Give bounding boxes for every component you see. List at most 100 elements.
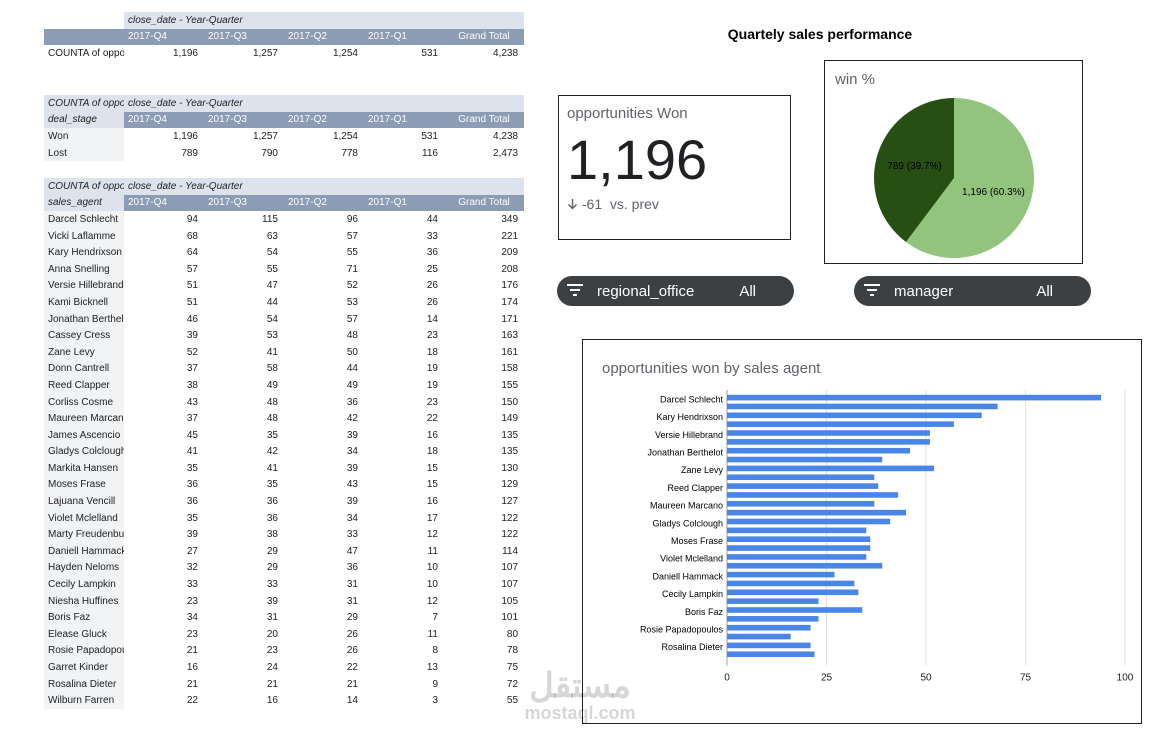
bar[interactable] [727, 501, 875, 507]
cell: 36 [186, 496, 198, 508]
bar-chart-card[interactable]: 0 25 50 75 100 Darcel Schlecht Kary Hendrixson… [582, 339, 1142, 724]
bar[interactable] [727, 430, 930, 436]
bar[interactable] [727, 607, 863, 613]
cell: 57 [346, 313, 358, 325]
table-row: Maureen Marcan 37 48 42 22 149 [44, 410, 524, 427]
bar[interactable] [727, 545, 871, 551]
bar[interactable] [727, 571, 835, 578]
cell: 72 [506, 678, 519, 690]
cell: 9 [432, 678, 438, 690]
x-tick-label: 0 [724, 673, 730, 684]
bar[interactable] [727, 527, 867, 534]
bar[interactable] [727, 403, 998, 410]
bar[interactable] [727, 394, 1102, 401]
cell: 44 [346, 363, 358, 375]
cell: 23 [426, 396, 438, 408]
row-label: Moses Frase [44, 476, 124, 494]
grand-total-header: Grand Total [444, 194, 525, 212]
bar[interactable] [727, 509, 907, 516]
arrow-down-icon [567, 196, 582, 212]
cell: 39 [266, 595, 278, 607]
bar[interactable] [727, 456, 883, 463]
table-row: Moses Frase 36 35 43 15 129 [44, 476, 524, 494]
pivot-header-row: close_date - Year-Quarter [44, 12, 525, 29]
bar[interactable] [727, 642, 811, 649]
filter-manager[interactable]: manager All [854, 276, 1091, 306]
cell: 18 [426, 446, 438, 458]
bar[interactable] [727, 562, 883, 569]
bar[interactable] [727, 492, 899, 498]
scorecard-opportunities-won[interactable]: opportunities Won 1,196 -61 vs. prev [558, 95, 791, 240]
cell: 16 [186, 662, 198, 674]
cell: 21 [186, 645, 198, 657]
category-label: Cecily Lampkin [662, 589, 723, 599]
bar[interactable] [727, 651, 815, 658]
bar[interactable] [727, 421, 954, 427]
cell: 1,254 [332, 130, 358, 142]
bar[interactable] [727, 598, 819, 604]
bar[interactable] [727, 412, 982, 419]
pie-chart-card[interactable]: 1,196 (60.3%) 789 (39.7%) win % [824, 60, 1083, 264]
pivot-col-field: close_date - Year-Quarter [124, 95, 525, 112]
bar[interactable] [727, 518, 891, 525]
cell: 4,238 [493, 47, 519, 59]
bar[interactable] [727, 439, 930, 445]
cell: 37 [186, 363, 198, 375]
cell: 221 [501, 230, 519, 242]
filter-regional-office[interactable]: regional_office All [557, 276, 794, 306]
row-label: Reed Clapper [44, 377, 124, 394]
cell: 209 [501, 247, 519, 259]
pie-slice[interactable] [905, 98, 1034, 258]
row-label: Won [44, 128, 124, 145]
quarter-header: 2017-Q4 [124, 28, 204, 46]
cell: 45 [186, 429, 198, 441]
bar-chart: 0 25 50 75 100 Darcel Schlecht Kary Hendrixson… [640, 390, 1134, 684]
cell: 135 [501, 429, 519, 441]
cell: 39 [346, 429, 358, 441]
cell: 26 [346, 645, 358, 657]
bar[interactable] [727, 589, 859, 596]
cell: 150 [501, 396, 519, 408]
pivot-quarter-row: sales_agent 2017-Q4 2017-Q3 2017-Q2 2017… [44, 194, 525, 212]
bar[interactable] [727, 580, 855, 587]
bar[interactable] [727, 633, 791, 640]
table-row: Gladys Colclough 41 42 34 18 135 [44, 443, 524, 461]
pie-chart: 1,196 (60.3%) 789 (39.7%) [874, 98, 1034, 258]
bar[interactable] [727, 474, 875, 481]
cell: 10 [426, 579, 438, 591]
cell: 29 [266, 562, 278, 574]
table-row: Anna Snelling 57 55 71 25 208 [44, 260, 524, 278]
category-label: Rosalina Dieter [661, 642, 723, 652]
cell: 158 [501, 363, 519, 375]
cell: 21 [346, 678, 358, 690]
category-label: Boris Faz [685, 607, 724, 617]
cell: 11 [427, 545, 438, 557]
bar[interactable] [727, 447, 911, 454]
pie-slice[interactable] [874, 98, 954, 242]
bar[interactable] [727, 483, 879, 489]
cell: 78 [506, 645, 519, 657]
bar[interactable] [727, 465, 934, 472]
cell: 39 [186, 330, 198, 342]
table-row: Lost 789 790 778 116 2,473 [44, 144, 524, 162]
pivot-quarter-row: 2017-Q4 2017-Q3 2017-Q2 2017-Q1 Grand To… [44, 28, 525, 46]
category-label: Darcel Schlecht [660, 394, 724, 404]
bar[interactable] [727, 554, 867, 560]
table-row: Darcel Schlecht 94 115 96 44 349 [44, 211, 524, 228]
cell: 18 [426, 346, 438, 358]
cell: 36 [266, 496, 278, 508]
cell: 107 [501, 579, 519, 591]
cell: 42 [266, 446, 278, 458]
bar[interactable] [727, 536, 871, 542]
cell: 22 [346, 662, 358, 674]
cell: 36 [426, 247, 438, 259]
scorecard-delta-suffix: vs. prev [609, 196, 659, 212]
pivot-quarter-row: deal_stage 2017-Q4 2017-Q3 2017-Q2 2017-… [44, 111, 525, 129]
cell: 52 [346, 280, 358, 292]
bar[interactable] [727, 616, 819, 622]
cell: 53 [346, 296, 358, 308]
table-row: Versie Hillebrand 51 47 52 26 176 [44, 277, 524, 295]
cell: 54 [266, 313, 278, 325]
category-label: Violet Mclelland [660, 554, 723, 564]
bar[interactable] [727, 624, 811, 631]
